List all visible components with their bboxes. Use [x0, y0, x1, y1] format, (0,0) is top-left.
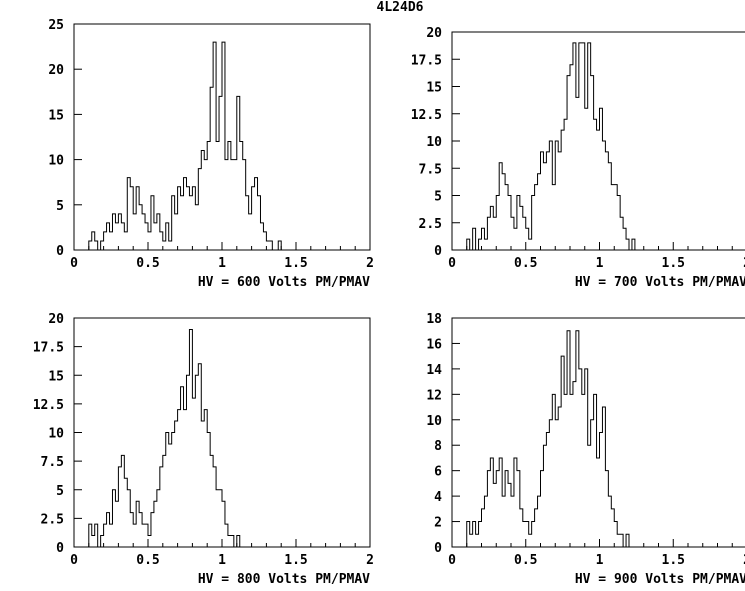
histogram-series: [466, 330, 632, 548]
y-tick-label: 2.5: [41, 512, 64, 527]
x-tick-label: 0.5: [136, 256, 159, 271]
histogram-series: [88, 328, 249, 548]
y-tick-label: 2.5: [419, 217, 442, 232]
y-tick-label: 10: [48, 427, 64, 442]
y-tick-label: 17.5: [411, 53, 442, 68]
page-title: 4L24D6: [376, 0, 424, 15]
x-tick-label: 0.5: [514, 256, 537, 271]
y-tick-label: 2: [434, 516, 442, 531]
y-tick-label: 20: [426, 26, 442, 41]
x-tick-label: 1: [596, 256, 604, 271]
y-tick-label: 4: [434, 490, 442, 505]
histogram-panel-4: 0 0.5 1 1.5 2 0 2 4 6 8 10 12 14 16 18 HV = 900 Volts P…: [426, 312, 745, 587]
x-tick-label: 1: [218, 256, 226, 271]
x-tick-label: 0: [448, 256, 456, 271]
y-tick-label: 0: [56, 541, 64, 556]
y-tick-label: 5: [434, 190, 442, 205]
y-tick-label: 12: [426, 388, 442, 403]
y-tick-label: 7.5: [419, 162, 442, 177]
x-tick-label: 1: [596, 553, 604, 568]
x-tick-label: 2: [743, 256, 745, 271]
plot-frame: [73, 317, 371, 548]
x-axis-label: HV = 700 Volts PM/PMAV: [575, 275, 745, 290]
x-tick-label: 1.5: [284, 256, 307, 271]
x-tick-label: 0: [70, 553, 78, 568]
y-tick-label: 0: [434, 541, 442, 556]
y-tick-label: 10: [48, 154, 64, 169]
x-tick-label: 1.5: [662, 256, 685, 271]
y-tick-label: 12.5: [411, 108, 442, 123]
y-tick-label: 15: [426, 81, 442, 96]
x-tick-label: 2: [743, 553, 745, 568]
histogram-series: [88, 41, 282, 251]
y-tick-label: 15: [48, 369, 64, 384]
y-tick-label: 6: [434, 465, 442, 480]
x-tick-label: 0: [70, 256, 78, 271]
plot-frame: [451, 317, 745, 548]
histogram-series: [466, 42, 638, 251]
y-tick-label: 7.5: [41, 455, 64, 470]
y-tick-label: 14: [426, 363, 442, 378]
x-tick-label: 1.5: [284, 553, 307, 568]
y-tick-label: 18: [426, 312, 442, 327]
x-tick-label: 1: [218, 553, 226, 568]
y-tick-label: 15: [48, 108, 64, 123]
x-tick-label: 0.5: [136, 553, 159, 568]
y-tick-label: 0: [434, 244, 442, 259]
y-tick-label: 20: [48, 312, 64, 327]
x-axis-label: HV = 600 Volts PM/PMAV: [198, 275, 370, 290]
x-tick-label: 2: [366, 553, 374, 568]
y-tick-label: 5: [56, 199, 64, 214]
x-tick-label: 1.5: [662, 553, 685, 568]
x-tick-label: 2: [366, 256, 374, 271]
y-tick-label: 0: [56, 244, 64, 259]
x-axis-label: HV = 900 Volts PM/PMAV: [575, 572, 745, 587]
x-tick-label: 0.5: [514, 553, 537, 568]
x-tick-label: 0: [448, 553, 456, 568]
y-tick-label: 20: [48, 63, 64, 78]
x-axis-label: HV = 800 Volts PM/PMAV: [198, 572, 370, 587]
y-tick-label: 12.5: [33, 398, 64, 413]
y-tick-label: 5: [56, 484, 64, 499]
y-tick-label: 8: [434, 439, 442, 454]
y-tick-label: 25: [48, 18, 64, 33]
y-tick-label: 17.5: [33, 341, 64, 356]
y-tick-label: 16: [426, 337, 442, 352]
y-tick-label: 10: [426, 414, 442, 429]
y-tick-label: 10: [426, 135, 442, 150]
